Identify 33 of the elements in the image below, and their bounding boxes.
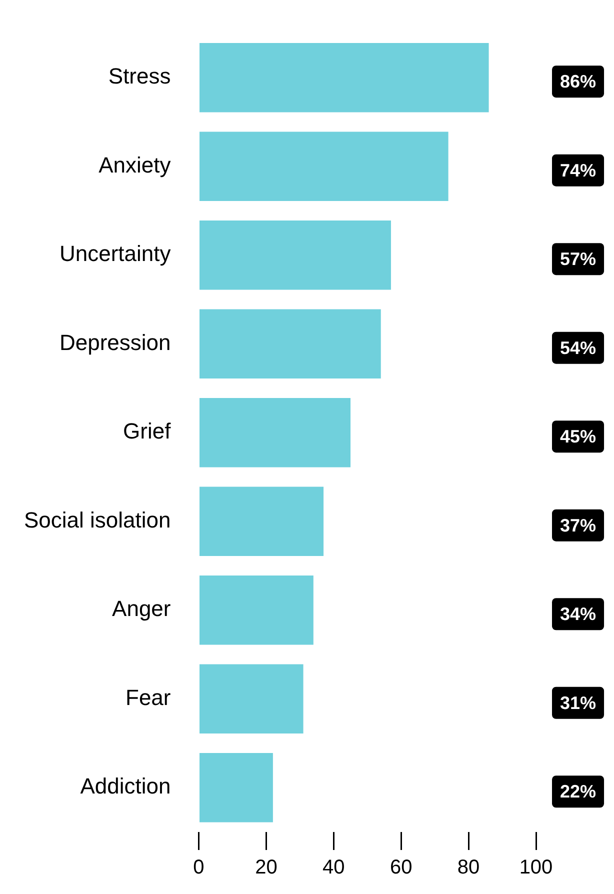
data-label: 86% (560, 72, 596, 92)
y-tick-label: Social isolation (24, 507, 171, 532)
data-label: 45% (560, 426, 596, 447)
y-tick-label: Uncertainty (59, 241, 171, 266)
bar (200, 664, 304, 734)
bar (200, 309, 381, 378)
data-label: 34% (560, 604, 596, 624)
data-label: 54% (560, 338, 596, 358)
y-tick-label: Anxiety (98, 152, 171, 178)
y-tick-label: Stress (108, 64, 171, 89)
bar (200, 575, 314, 645)
y-tick-label: Depression (59, 330, 171, 355)
x-tick-label: 20 (255, 856, 278, 879)
bar (200, 220, 391, 290)
bar (200, 486, 324, 556)
x-tick-label: 40 (322, 856, 345, 879)
bar (200, 42, 489, 112)
data-label: 22% (560, 782, 596, 802)
x-tick-label: 0 (193, 856, 204, 879)
data-label: 37% (560, 515, 596, 536)
bar (200, 398, 351, 468)
bar (200, 132, 448, 201)
y-tick-label: Grief (123, 418, 172, 444)
x-tick-label: 100 (519, 856, 553, 879)
x-tick-label: 60 (390, 856, 412, 879)
y-tick-label: Addiction (80, 774, 171, 799)
x-tick-label: 80 (457, 856, 480, 879)
y-tick-label: Fear (126, 684, 171, 710)
bar (200, 753, 273, 822)
data-label: 57% (560, 249, 596, 270)
data-label: 74% (560, 160, 596, 180)
data-label: 31% (560, 692, 596, 713)
y-tick-label: Anger (112, 596, 171, 622)
